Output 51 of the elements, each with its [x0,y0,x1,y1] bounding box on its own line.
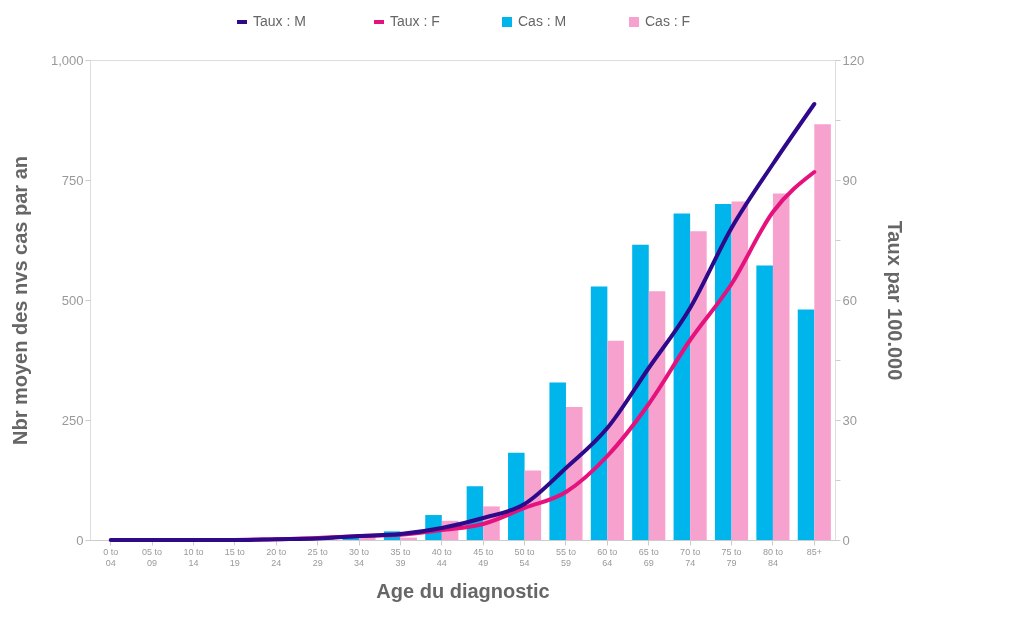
bar [549,382,566,540]
legend-label: Taux : M [253,13,306,29]
bar [590,286,608,540]
bar [632,244,649,540]
y-tick-label: 250 [61,412,84,428]
x-tick-label: 55 to 59 [555,546,576,568]
bar [508,452,525,540]
bar [814,124,831,540]
x-tick-label: 0 to 04 [103,546,119,568]
x-tick-label: 10 to 14 [183,546,204,568]
x-tick-label: 30 to 34 [349,546,370,568]
bar [772,193,790,540]
x-tick-label: 25 to 29 [307,546,328,568]
x-tick-label: 60 to 64 [597,546,618,568]
bar [756,265,773,540]
bar [690,231,707,540]
y2-axis-title: Taux par 100.000 [884,220,907,381]
bar [731,201,749,540]
legend-label: Cas : M [518,13,567,29]
y-tick-label: 1,000 [50,52,84,68]
y2-tick-label: 0 [842,532,850,548]
x-tick-label: 35 to 39 [390,546,411,568]
x-tick-label: 40 to 44 [431,546,452,568]
legend-label: Cas : F [645,13,691,29]
x-axis-title: Age du diagnostic [376,579,550,602]
y-tick-label: 0 [76,532,84,548]
y-tick-label: 500 [61,292,84,308]
bar [797,309,815,540]
x-tick-label: 15 to 19 [224,546,245,568]
x-tick-label: 05 to 09 [142,546,163,568]
y2-tick-label: 60 [842,292,857,308]
bar [714,204,732,540]
x-tick-label: 45 to 49 [473,546,494,568]
bar [648,291,666,540]
bar [673,213,691,540]
x-tick-label: 85+ [806,546,822,557]
y2-tick-label: 90 [842,172,857,188]
x-tick-label: 50 to 54 [514,546,535,568]
x-tick-label: 70 to 74 [680,546,701,568]
y2-tick-label: 120 [842,52,865,68]
bar [607,340,624,540]
x-tick-label: 75 to 79 [721,546,742,568]
x-tick-label: 20 to 24 [266,546,287,568]
x-tick-label: 80 to 84 [762,546,783,568]
x-tick-label: 65 to 69 [638,546,659,568]
bar [565,407,583,540]
line-series [108,102,817,542]
y2-tick-label: 30 [842,412,857,428]
legend-label: Taux : F [390,13,440,29]
y-tick-label: 750 [61,172,84,188]
y-axis-title: Nbr moyen des nvs cas par an [8,155,31,446]
